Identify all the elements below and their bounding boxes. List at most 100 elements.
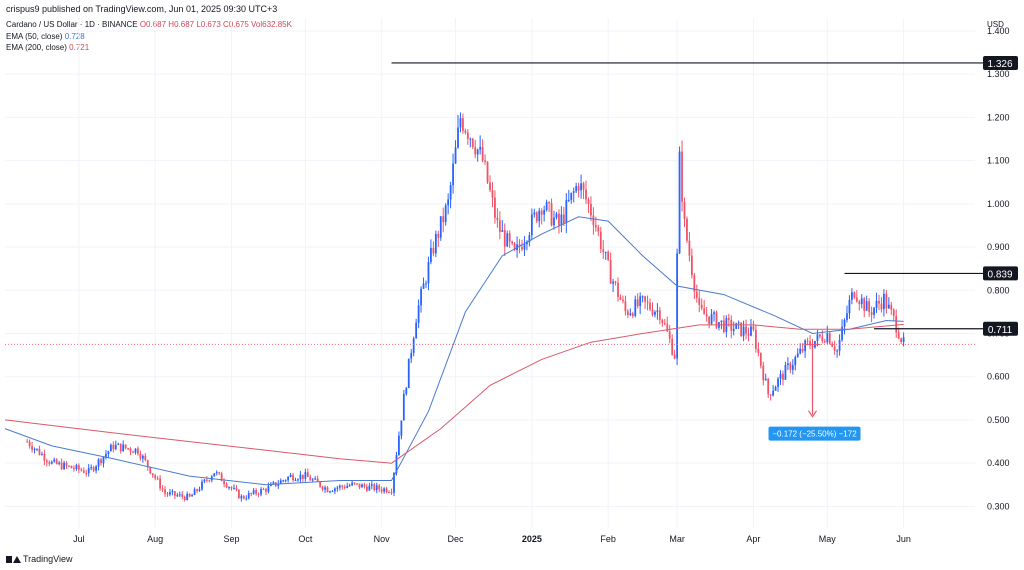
y-tick-label: 1.300 xyxy=(987,69,1010,79)
candle-body xyxy=(356,483,358,485)
candle-body xyxy=(48,462,51,464)
candle-body xyxy=(526,242,528,245)
candle-body xyxy=(434,233,437,254)
candle-body xyxy=(395,455,398,474)
symbol-legend[interactable]: Cardano / US Dollar · 1D · BINANCE O0.68… xyxy=(6,20,292,29)
candle-body xyxy=(474,147,477,155)
candle-body xyxy=(688,240,691,256)
candle-body xyxy=(722,320,725,332)
candle-body xyxy=(107,451,110,455)
candle-body xyxy=(727,318,730,320)
candle-body xyxy=(265,489,267,492)
candle-body xyxy=(97,459,100,467)
candle-body xyxy=(543,210,546,215)
candle-body xyxy=(735,323,738,329)
candle-body xyxy=(575,186,578,192)
candle-body xyxy=(466,132,469,139)
candle-body xyxy=(203,479,206,482)
candle-body xyxy=(604,251,607,253)
candle-body xyxy=(799,348,802,354)
candle-body xyxy=(398,435,400,456)
candle-body xyxy=(791,365,794,370)
ema200-label: EMA (200, close) xyxy=(6,43,67,52)
candle-body xyxy=(577,186,580,191)
level-label: 0.711 xyxy=(988,325,1013,336)
candle-body xyxy=(407,358,410,389)
x-tick-label: Jun xyxy=(896,534,911,544)
candle-body xyxy=(235,487,238,490)
candle-body xyxy=(262,489,265,491)
candle-body xyxy=(683,201,686,219)
candle-body xyxy=(703,308,706,315)
candle-body xyxy=(801,348,804,352)
candle-body xyxy=(102,456,105,464)
candle-body xyxy=(809,341,811,346)
candle-body xyxy=(370,484,373,486)
candle-body xyxy=(393,473,395,493)
candle-body xyxy=(560,214,563,226)
candle-body xyxy=(164,489,166,494)
candle-body xyxy=(484,160,486,162)
candle-body xyxy=(242,496,245,499)
candle-body xyxy=(816,334,819,341)
candle-body xyxy=(592,215,595,226)
x-tick-label: Apr xyxy=(746,534,760,544)
candle-body xyxy=(119,443,122,452)
candle-body xyxy=(70,465,73,469)
ema50-legend[interactable]: EMA (50, close) 0.728 xyxy=(6,32,85,41)
candle-body xyxy=(732,328,735,331)
candle-body xyxy=(855,297,858,302)
ema50-value: 0.728 xyxy=(64,32,85,41)
candle-body xyxy=(639,296,642,307)
candle-body xyxy=(705,314,708,317)
candle-body xyxy=(183,496,186,501)
candle-body xyxy=(710,314,713,324)
measure-badge xyxy=(768,426,861,441)
candle-body xyxy=(848,299,851,314)
candle-body xyxy=(68,465,70,467)
candle-body xyxy=(878,300,880,304)
candle-body xyxy=(671,338,674,355)
candle-body xyxy=(149,467,152,474)
candle-body xyxy=(818,334,821,337)
x-tick-label: May xyxy=(819,534,837,544)
candle-body xyxy=(508,233,511,242)
candle-body xyxy=(457,127,459,148)
candle-body xyxy=(159,478,162,489)
candle-body xyxy=(538,210,541,222)
candle-body xyxy=(641,296,644,298)
candle-body xyxy=(252,490,255,494)
candle-body xyxy=(858,301,861,305)
candle-body xyxy=(301,474,304,479)
candle-body xyxy=(528,235,531,243)
candle-body xyxy=(368,485,371,491)
candle-body xyxy=(582,183,585,190)
candle-body xyxy=(713,312,715,315)
candle-body xyxy=(572,191,575,193)
candle-body xyxy=(597,227,600,232)
y-tick-label: 0.800 xyxy=(987,285,1010,295)
candle-body xyxy=(277,483,280,486)
candle-body xyxy=(764,378,767,381)
candle-body xyxy=(112,444,115,450)
candle-body xyxy=(708,316,711,324)
candle-body xyxy=(459,118,462,128)
candle-body xyxy=(26,441,29,443)
candle-body xyxy=(346,485,349,488)
candle-body xyxy=(316,478,319,482)
candle-body xyxy=(607,251,610,260)
ema50-label: EMA (50, close) xyxy=(6,32,63,41)
candle-body xyxy=(336,487,339,489)
candle-body xyxy=(649,302,651,310)
candle-body xyxy=(831,343,834,347)
candle-body xyxy=(95,466,97,471)
x-tick-label: Aug xyxy=(147,534,163,544)
level-label: 1.326 xyxy=(987,59,1012,70)
candle-body xyxy=(873,307,875,315)
candle-body xyxy=(868,301,871,313)
candle-body xyxy=(348,485,351,487)
candle-body xyxy=(698,297,701,305)
candle-body xyxy=(282,480,285,482)
candle-body xyxy=(36,448,38,450)
